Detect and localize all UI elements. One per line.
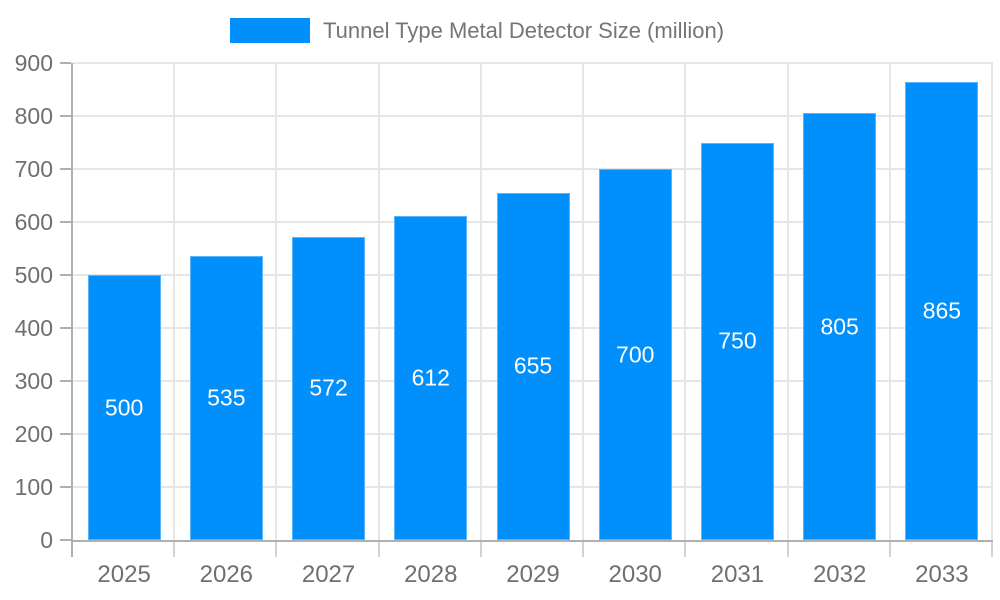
- x-axis-tick: [684, 542, 687, 557]
- y-axis-tick-label: 800: [14, 103, 53, 129]
- x-axis-tick: [479, 542, 482, 557]
- legend-label: Tunnel Type Metal Detector Size (million…: [323, 18, 725, 43]
- x-axis-tick-label: 2028: [404, 561, 458, 588]
- bar[interactable]: 805: [803, 113, 877, 540]
- x-axis-tick-label: 2026: [199, 561, 254, 588]
- x-axis-tick: [582, 542, 585, 557]
- y-axis-tick-label: 200: [14, 421, 53, 447]
- bar-value-label: 535: [207, 384, 246, 411]
- gridline-horizontal: [73, 168, 993, 170]
- bar[interactable]: 750: [700, 142, 774, 540]
- y-axis-tick-label: 700: [14, 156, 53, 182]
- bar[interactable]: 500: [87, 275, 161, 540]
- bar-value-label: 805: [820, 313, 859, 340]
- gridline-horizontal: [73, 62, 993, 64]
- y-axis-tick: [60, 539, 71, 541]
- y-axis-tick-label: 400: [14, 315, 53, 341]
- x-axis-tick-label: 2027: [301, 561, 356, 588]
- x-axis-tick-label: 2029: [506, 561, 560, 588]
- x-axis-tick-label: 2025: [97, 561, 151, 588]
- y-axis-tick-label: 0: [40, 527, 53, 553]
- bar-value-label: 655: [513, 352, 553, 379]
- chart-legend[interactable]: Tunnel Type Metal Detector Size (million…: [230, 17, 724, 44]
- y-axis-tick: [60, 486, 71, 488]
- bar[interactable]: 865: [905, 81, 979, 540]
- x-axis-tick: [888, 542, 891, 557]
- y-axis-tick: [60, 380, 71, 382]
- bar[interactable]: 612: [394, 215, 468, 540]
- bar-value-label: 750: [718, 327, 757, 354]
- gridline-vertical: [377, 63, 380, 540]
- y-axis-tick: [60, 221, 71, 223]
- gridline-vertical: [888, 63, 891, 540]
- gridline-vertical: [173, 63, 176, 540]
- gridline-vertical: [684, 63, 687, 540]
- x-axis-tick: [71, 542, 73, 557]
- plot-area: 0 100 200 300 400 500 600 700 800 900 500 2025 535 20…: [15, 50, 993, 588]
- y-axis-tick-label: 900: [14, 50, 53, 76]
- bar-value-label: 700: [616, 341, 655, 367]
- y-axis-tick: [60, 115, 71, 117]
- y-axis-tick-label: 300: [14, 368, 53, 394]
- x-axis-tick-label: 2033: [915, 561, 969, 588]
- bar[interactable]: 655: [496, 192, 570, 540]
- bar-value-label: 572: [309, 374, 348, 401]
- gridline-vertical: [786, 63, 789, 540]
- bar[interactable]: 700: [598, 169, 672, 540]
- x-axis-tick: [275, 542, 278, 557]
- bar-value-label: 612: [411, 364, 450, 391]
- bar[interactable]: 535: [189, 256, 263, 540]
- bar-value-label: 865: [922, 297, 962, 324]
- y-axis-tick-label: 500: [14, 262, 53, 288]
- x-axis-tick-label: 2032: [812, 561, 867, 588]
- gridline-vertical: [991, 63, 993, 540]
- y-axis-tick: [60, 62, 71, 64]
- x-axis-line: [71, 540, 993, 542]
- bar-value-label: 500: [104, 394, 144, 420]
- y-axis-line: [71, 63, 73, 540]
- x-axis-tick-label: 2031: [710, 561, 765, 588]
- y-axis-tick: [60, 433, 71, 435]
- y-axis-tick: [60, 274, 71, 276]
- y-axis-tick-label: 100: [14, 474, 53, 500]
- gridline-horizontal: [73, 115, 993, 117]
- y-axis-tick: [60, 327, 71, 329]
- y-axis-tick-label: 600: [14, 209, 53, 235]
- gridline-vertical: [275, 63, 278, 540]
- x-axis-tick: [786, 542, 789, 557]
- gridline-vertical: [479, 63, 482, 540]
- x-axis-tick: [377, 542, 380, 557]
- x-axis-tick-label: 2030: [608, 561, 662, 588]
- bar[interactable]: 572: [292, 236, 366, 540]
- y-axis-tick: [60, 168, 71, 170]
- gridline-vertical: [582, 63, 585, 540]
- x-axis-tick: [173, 542, 176, 557]
- x-axis-tick: [991, 542, 993, 557]
- legend-swatch-icon: [230, 18, 310, 43]
